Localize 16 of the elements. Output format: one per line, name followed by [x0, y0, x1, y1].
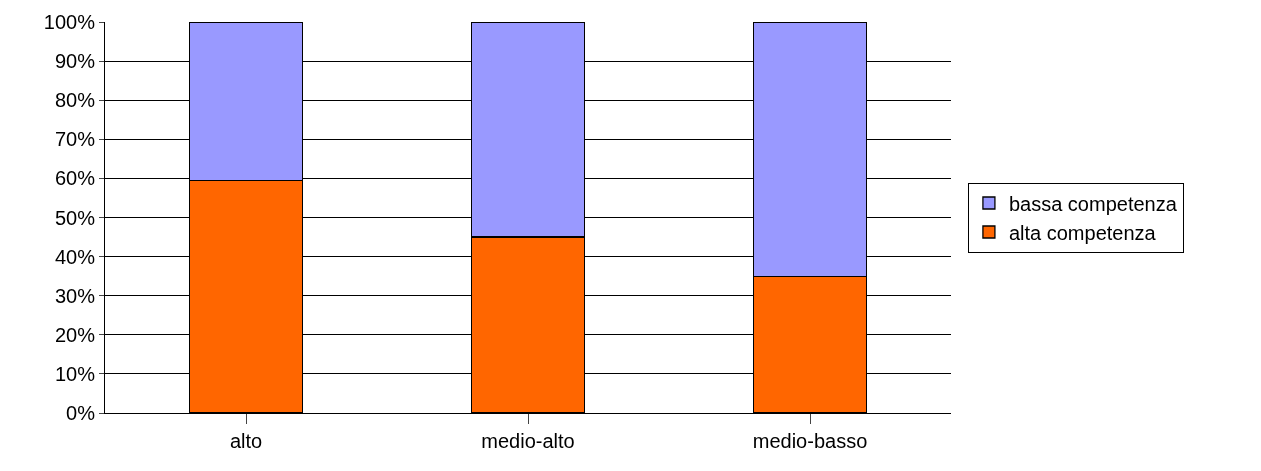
y-tick-label: 40%: [54, 245, 96, 268]
y-tick-label: 90%: [54, 50, 96, 73]
x-tick-label: medio-alto: [481, 430, 575, 452]
x-tick-label: medio-basso: [752, 430, 868, 452]
y-tick-label: 100%: [43, 11, 96, 33]
y-tick-label: 80%: [54, 89, 96, 112]
legend-label: alta competenza: [1008, 221, 1157, 244]
y-tick-label: 20%: [54, 323, 96, 346]
y-tick-label: 50%: [54, 206, 96, 229]
x-tick-label: alto: [229, 430, 263, 452]
y-tick-label: 70%: [54, 128, 96, 151]
y-tick-label: 30%: [54, 284, 96, 307]
legend-label: bassa competenza: [1008, 192, 1178, 215]
y-tick-label: 10%: [54, 362, 96, 385]
y-tick-label: 0%: [66, 402, 96, 424]
y-tick-label: 60%: [54, 167, 96, 190]
